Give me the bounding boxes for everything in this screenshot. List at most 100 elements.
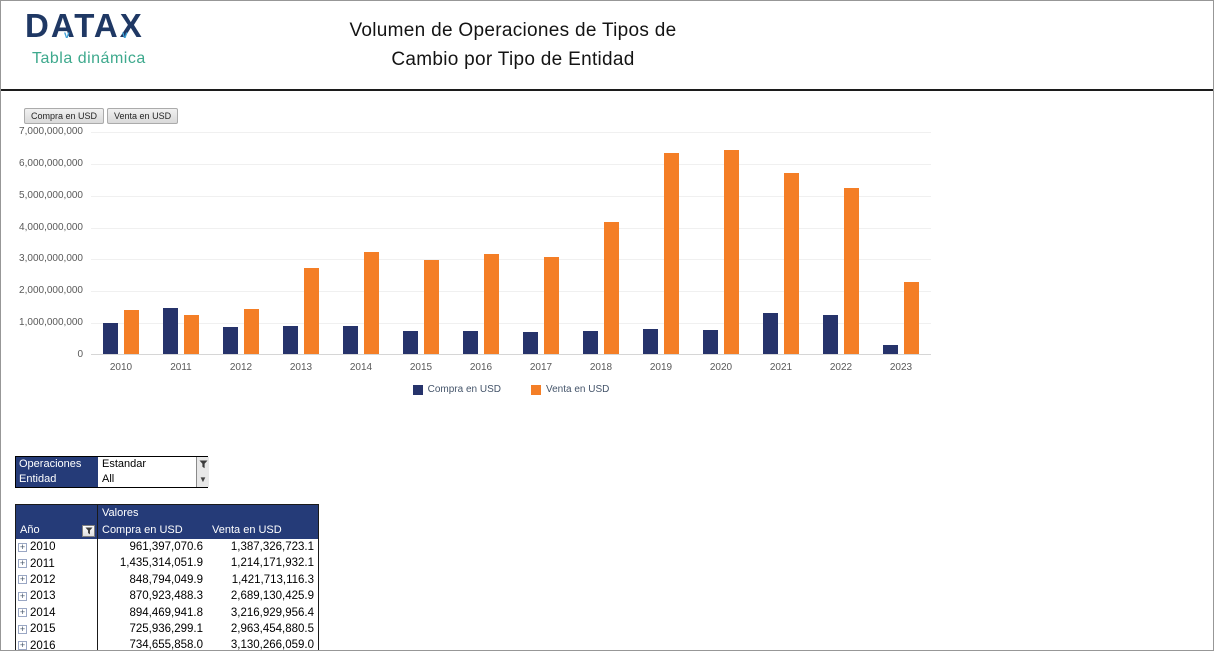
year-label: 2011: [30, 557, 55, 570]
filter-label-entidad: Entidad: [16, 472, 98, 487]
gridline: [91, 259, 931, 261]
pivot-header-empty: [16, 505, 98, 522]
header-divider: [1, 89, 1213, 91]
gridline: [91, 227, 931, 229]
y-axis-label: 3,000,000,000: [19, 253, 83, 265]
page-title-line1: Volumen de Operaciones de Tipos de: [349, 20, 677, 41]
bar-venta-2011[interactable]: [184, 315, 199, 354]
logo-tick-icon: v: [122, 30, 128, 41]
table-row-2011: +2011 1,435,314,051.9 1,214,171,932.1: [16, 555, 318, 572]
expand-button-2010[interactable]: +: [18, 541, 27, 552]
bar-venta-2023[interactable]: [904, 282, 919, 354]
table-row-2010: +2010 961,397,070.6 1,387,326,723.1: [16, 539, 318, 556]
year-cell-2014: +2014: [16, 604, 98, 621]
field-button-venta-en-usd[interactable]: Venta en USD: [107, 108, 179, 124]
expand-button-2014[interactable]: +: [18, 607, 27, 618]
bar-venta-2021[interactable]: [784, 173, 799, 354]
bar-compra-2021[interactable]: [763, 312, 778, 354]
y-axis-label: 4,000,000,000: [19, 221, 83, 233]
bar-compra-2016[interactable]: [463, 330, 478, 354]
bar-compra-2014[interactable]: [343, 325, 358, 354]
bar-venta-2017[interactable]: [544, 256, 559, 354]
year-label: 2015: [30, 623, 56, 636]
chart-plot-area: 2010 2011 2012 2013 2014 2015 2016 2017 2018 2019…: [91, 132, 931, 373]
compra-value-2011: 1,435,314,051.9: [119, 557, 203, 570]
expand-button-2013[interactable]: +: [18, 590, 27, 601]
table-row-2016: +2016 734,655,858.0 3,130,266,059.0: [16, 637, 318, 651]
x-axis-label: 2019: [649, 362, 673, 373]
filter-value-operaciones[interactable]: Estandar: [98, 457, 196, 472]
bar-compra-2019[interactable]: [643, 328, 658, 354]
pivot-header-compra: Compra en USD: [102, 524, 183, 536]
gridline: [91, 323, 931, 325]
bar-venta-2022[interactable]: [844, 188, 859, 354]
bar-compra-2013[interactable]: [283, 326, 298, 354]
bar-venta-2014[interactable]: [364, 251, 379, 354]
year-cell-2011: +2011: [16, 555, 98, 572]
venta-value-2010: 1,387,326,723.1: [230, 541, 314, 553]
ano-filter-button[interactable]: [82, 524, 95, 537]
bar-venta-2010[interactable]: [124, 309, 139, 354]
year-label: 2012: [30, 573, 56, 586]
bar-venta-2020[interactable]: [724, 150, 739, 354]
filter-value-entidad[interactable]: All: [98, 472, 196, 487]
year-cell-2010: +2010: [16, 539, 98, 556]
ano-header-label: Año: [20, 524, 40, 536]
bar-venta-2019[interactable]: [664, 153, 679, 354]
x-axis-label: 2020: [709, 362, 733, 373]
pivot-table-header-row-1: Valores: [16, 505, 318, 522]
pivot-table-body: +2010 961,397,070.6 1,387,326,723.1 +2011 1,…: [16, 539, 318, 651]
datax-logo: DATAX v v Tabla dinámica: [25, 8, 225, 84]
bar-venta-2012[interactable]: [244, 308, 259, 354]
legend-swatch-icon: [530, 384, 541, 395]
compra-value-2014: 894,469,941.8: [129, 606, 203, 619]
legend-item-venta-en-usd: Venta en USD: [530, 384, 609, 395]
legend-item-compra-en-usd: Compra en USD: [412, 384, 501, 395]
bar-compra-2023[interactable]: [883, 345, 898, 354]
bar-venta-2015[interactable]: [424, 259, 439, 354]
venta-value-2013: 2,689,130,425.9: [230, 590, 314, 603]
table-row-2013: +2013 870,923,488.3 2,689,130,425.9: [16, 588, 318, 605]
chevron-down-icon: ▼: [199, 474, 207, 484]
bar-venta-2016[interactable]: [484, 254, 499, 354]
bar-compra-2017[interactable]: [523, 332, 538, 354]
y-axis-label: 0: [77, 349, 83, 360]
y-axis-label: 7,000,000,000: [19, 126, 83, 137]
logo-text: DATAX: [25, 7, 144, 44]
compra-value-2016: 734,655,858.0: [129, 639, 203, 651]
bar-compra-2018[interactable]: [583, 331, 598, 354]
x-axis-label: 2014: [349, 362, 373, 373]
bar-compra-2012[interactable]: [223, 326, 238, 354]
dropdown-arrow-button[interactable]: ▼: [196, 472, 209, 487]
filter-funnel-button[interactable]: [196, 457, 209, 472]
table-row-2015: +2015 725,936,299.1 2,963,454,880.5: [16, 620, 318, 638]
y-axis-label: 2,000,000,000: [19, 285, 83, 297]
bar-compra-2011[interactable]: [163, 308, 178, 354]
pivot-header-venta: Venta en USD: [212, 524, 282, 536]
expand-button-2016[interactable]: +: [18, 640, 27, 651]
bar-compra-2020[interactable]: [703, 330, 718, 354]
y-axis-label: 1,000,000,000: [19, 317, 83, 329]
x-axis-label: 2010: [109, 362, 133, 373]
year-cell-2013: +2013: [16, 588, 98, 605]
x-axis-line: [91, 354, 931, 355]
venta-value-2012: 1,421,713,116.3: [231, 573, 314, 586]
x-axis-label: 2015: [409, 362, 433, 373]
year-label: 2010: [30, 541, 56, 554]
bar-compra-2015[interactable]: [403, 330, 418, 354]
filter-funnel-icon: [84, 526, 93, 534]
compra-value-2010: 961,397,070.6: [129, 541, 203, 553]
bar-compra-2010[interactable]: [103, 323, 118, 354]
y-axis-label: 5,000,000,000: [19, 189, 83, 201]
page-title-line2: Cambio por Tipo de Entidad: [391, 49, 635, 70]
field-button-compra-en-usd[interactable]: Compra en USD: [24, 108, 105, 124]
bar-venta-2013[interactable]: [304, 268, 319, 354]
venta-value-2011: 1,214,171,932.1: [230, 557, 314, 570]
bar-compra-2022[interactable]: [823, 315, 838, 354]
x-axis-label: 2016: [469, 362, 493, 373]
gridline: [91, 132, 931, 133]
bar-venta-2018[interactable]: [604, 221, 619, 354]
expand-button-2011[interactable]: +: [18, 558, 27, 569]
expand-button-2012[interactable]: +: [18, 574, 27, 585]
expand-button-2015[interactable]: +: [18, 623, 27, 634]
